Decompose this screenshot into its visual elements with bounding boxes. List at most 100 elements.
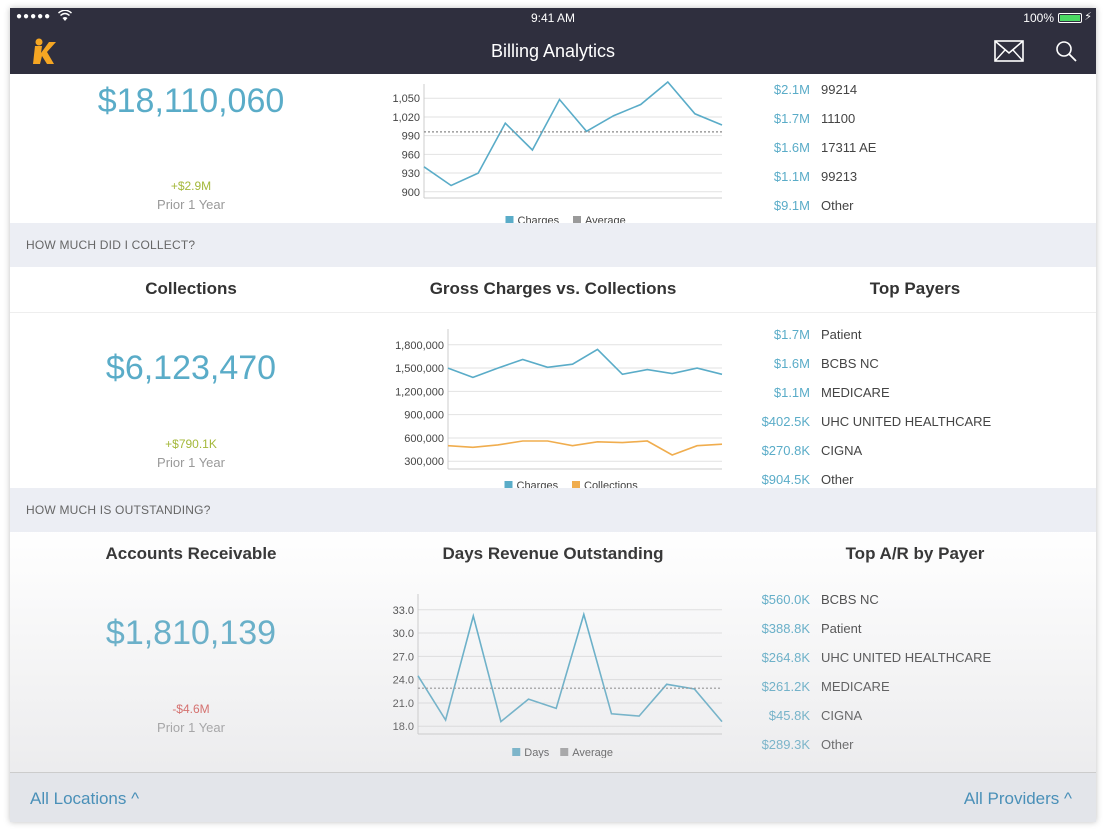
nav-bar: Billing Analytics xyxy=(10,28,1096,74)
list-item-amount: $1.1M xyxy=(773,385,810,400)
list-item-amount: $9.1M xyxy=(773,198,810,213)
list-item[interactable]: $261.2K MEDICARE xyxy=(710,679,1010,699)
signal-icon: ●●●●● xyxy=(16,11,52,22)
y-tick-label: 960 xyxy=(402,149,420,161)
days-revenue-outstanding-title: Days Revenue Outstanding xyxy=(442,544,664,563)
series-line-charges xyxy=(423,80,723,187)
legend-swatch xyxy=(512,748,521,756)
collect-section: Collections Gross Charges vs. Collection… xyxy=(10,267,1096,488)
list-item-amount: $402.5K xyxy=(761,414,810,429)
list-item[interactable]: $1.7M Patient xyxy=(710,327,1010,347)
list-item-amount: $1.7M xyxy=(773,111,810,126)
search-icon[interactable] xyxy=(1054,39,1078,63)
y-tick-label: 1,200,000 xyxy=(395,386,444,398)
list-item[interactable]: $45.8K CIGNA xyxy=(710,708,1010,728)
list-item-name: 17311 AE xyxy=(821,140,877,155)
list-item-amount: $270.8K xyxy=(761,443,810,458)
list-item-name: Patient xyxy=(821,621,862,636)
app-logo[interactable] xyxy=(30,37,60,65)
list-item-name: Other xyxy=(821,737,854,752)
y-tick-label: 1,050 xyxy=(392,93,420,105)
list-item[interactable]: $560.0K BCBS NC xyxy=(710,592,1010,612)
list-item-name: UHC UNITED HEALTHCARE xyxy=(821,414,992,429)
list-item[interactable]: $9.1M Other xyxy=(710,198,1010,218)
filter-footer: All Locations ^ All Providers ^ xyxy=(10,772,1096,822)
mail-icon[interactable] xyxy=(994,40,1024,62)
list-item[interactable]: $402.5K UHC UNITED HEALTHCARE xyxy=(710,414,1010,434)
list-item-amount: $45.8K xyxy=(768,708,810,723)
days-revenue-outstanding-chart: 18.0 21.0 24.0 27.0 30.0 33.0 Days Average xyxy=(393,594,723,758)
list-item[interactable]: $1.1M 99213 xyxy=(710,169,1010,189)
collections-value: $6,123,470 xyxy=(105,349,277,387)
list-item-amount: $1.7M xyxy=(773,327,810,342)
gross-vs-collections-chart: 300,000 600,000 900,000 1,200,000 1,500,000 1… xyxy=(395,329,723,488)
list-item-name: BCBS NC xyxy=(821,592,879,607)
all-providers-button[interactable]: All Providers ^ xyxy=(963,789,1072,808)
y-tick-label: 24.0 xyxy=(393,675,414,687)
outstanding-band: HOW MUCH IS OUTSTANDING? xyxy=(10,488,1096,532)
list-item-amount: $289.3K xyxy=(761,737,810,752)
list-item[interactable]: $1.7M 11100 xyxy=(710,111,1010,131)
series-line-collections xyxy=(447,440,723,456)
list-item-name: Other xyxy=(821,198,854,213)
list-item-name: CIGNA xyxy=(821,708,863,723)
charges-chart: 900 930 960 990 1,020 1,050 Charges Average xyxy=(392,80,723,223)
y-tick-label: 300,000 xyxy=(404,456,444,468)
list-item[interactable]: $289.3K Other xyxy=(710,737,1010,757)
legend-swatch xyxy=(572,481,580,488)
list-item[interactable]: $1.1M MEDICARE xyxy=(710,385,1010,405)
legend-swatch xyxy=(573,216,581,223)
list-item-amount: $261.2K xyxy=(761,679,810,694)
all-locations-button[interactable]: All Locations ^ xyxy=(30,789,140,808)
list-item-amount: $1.1M xyxy=(773,169,810,184)
y-tick-label: 18.0 xyxy=(393,721,414,733)
list-item[interactable]: $1.6M 17311 AE xyxy=(710,140,1010,160)
legend-label: Average xyxy=(585,215,626,223)
legend-label: Charges xyxy=(517,480,559,488)
y-tick-label: 1,800,000 xyxy=(395,340,444,352)
charges-delta: +$2.9M xyxy=(170,179,212,193)
list-item[interactable]: $904.5K Other xyxy=(710,472,1010,492)
charges-prior-label: Prior 1 Year xyxy=(157,197,225,212)
status-bar: ●●●●● 9:41 AM 100% ⚡ xyxy=(10,8,1096,28)
list-item-amount: $388.8K xyxy=(761,621,810,636)
list-item[interactable]: $1.6M BCBS NC xyxy=(710,356,1010,376)
legend-swatch xyxy=(504,481,513,488)
list-item[interactable]: $2.1M 99214 xyxy=(710,82,1010,102)
y-tick-label: 30.0 xyxy=(393,628,414,640)
y-tick-label: 21.0 xyxy=(393,698,414,710)
list-item-name: 99213 xyxy=(821,169,858,184)
legend-label: Average xyxy=(572,747,613,758)
battery-percent: 100% xyxy=(1023,11,1054,25)
top-ar-list: $560.0K BCBS NC $388.8K Patient $264.8K UHC U… xyxy=(710,592,1010,762)
y-tick-label: 33.0 xyxy=(393,605,414,617)
legend-label: Charges xyxy=(518,215,560,223)
list-item-amount: $560.0K xyxy=(761,592,810,607)
y-tick-label: 990 xyxy=(402,131,420,143)
list-item-name: 99214 xyxy=(821,82,858,97)
list-item[interactable]: $388.8K Patient xyxy=(710,621,1010,641)
app-frame: ●●●●● 9:41 AM 100% ⚡ Billing Analytics $… xyxy=(10,8,1096,822)
y-tick-label: 900 xyxy=(402,187,420,199)
list-item-name: MEDICARE xyxy=(821,385,890,400)
list-item-amount: $1.6M xyxy=(773,356,810,371)
y-tick-label: 930 xyxy=(402,168,420,180)
series-line-charges xyxy=(447,348,723,379)
list-item-amount: $904.5K xyxy=(761,472,810,487)
ar-prior-label: Prior 1 Year xyxy=(157,720,225,735)
list-item-amount: $264.8K xyxy=(761,650,810,665)
accounts-receivable-title: Accounts Receivable xyxy=(105,544,277,563)
list-item[interactable]: $264.8K UHC UNITED HEALTHCARE xyxy=(710,650,1010,670)
list-item-name: BCBS NC xyxy=(821,356,879,371)
list-item-amount: $1.6M xyxy=(773,140,810,155)
y-tick-label: 600,000 xyxy=(404,433,444,445)
list-item-name: UHC UNITED HEALTHCARE xyxy=(821,650,992,665)
list-item[interactable]: $270.8K CIGNA xyxy=(710,443,1010,463)
charging-icon: ⚡ xyxy=(1084,11,1092,23)
top-ar-by-payer-title: Top A/R by Payer xyxy=(845,544,985,563)
y-tick-label: 1,500,000 xyxy=(395,363,444,375)
charges-section: $18,110,060 +$2.9M Prior 1 Year 900 930 96… xyxy=(10,74,1096,223)
y-tick-label: 27.0 xyxy=(393,651,414,663)
list-item-name: MEDICARE xyxy=(821,679,890,694)
section-divider xyxy=(10,312,1096,313)
